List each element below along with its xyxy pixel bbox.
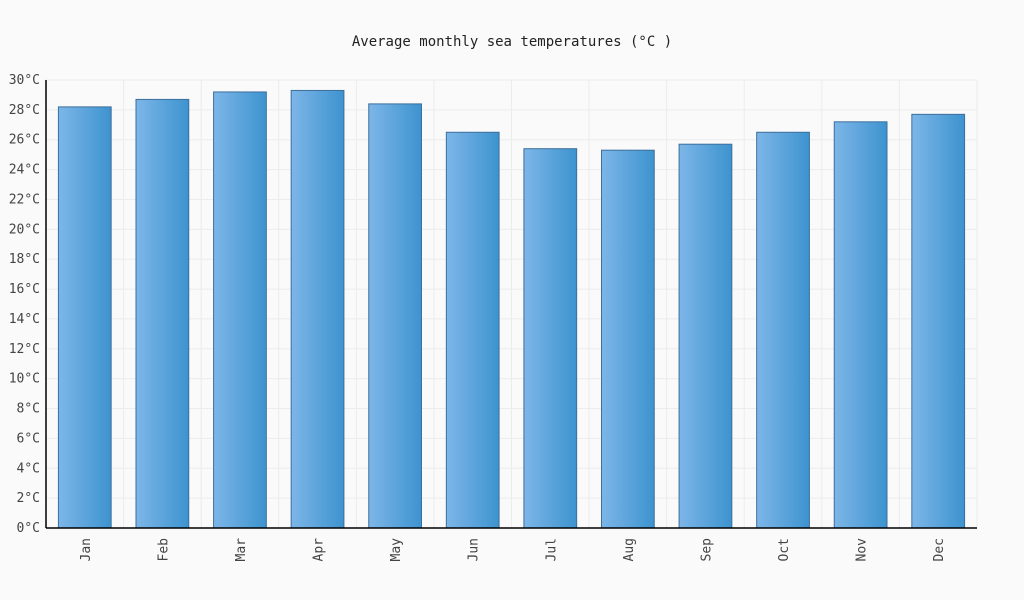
bar-may	[368, 103, 423, 529]
x-tick-label: Aug	[622, 538, 637, 561]
y-tick-labels: 0°C 2°C 4°C 6°C 8°C 10°C 12°C 14°C 16°C 18°C 20°C 2…	[9, 73, 40, 536]
bar-dec	[911, 113, 966, 529]
bar-jul	[523, 148, 578, 529]
bar-aug	[600, 149, 655, 529]
x-tick-label: Sep	[699, 538, 714, 562]
y-tick-label: 12°C	[9, 342, 40, 357]
x-tick-label: Apr	[312, 538, 327, 562]
bar-jun	[445, 131, 500, 529]
bars	[57, 89, 966, 529]
y-tick-label: 22°C	[9, 192, 40, 207]
x-tick-label: Mar	[234, 538, 249, 562]
bar-apr	[290, 89, 345, 529]
bar-mar	[213, 91, 267, 529]
y-tick-label: 20°C	[9, 222, 40, 237]
y-tick-label: 26°C	[9, 133, 40, 148]
x-tick-label: Oct	[777, 538, 792, 561]
x-tick-label: Feb	[156, 538, 171, 562]
y-tick-label: 18°C	[9, 252, 40, 267]
y-tick-label: 6°C	[17, 431, 40, 446]
x-tick-label: Jun	[467, 538, 482, 561]
y-tick-label: 16°C	[9, 282, 40, 297]
x-tick-labels: Jan Feb Mar Apr May Jun Jul Aug Sep Oct Nov Dec	[79, 538, 947, 562]
bar-sep	[678, 143, 733, 529]
bar-nov	[833, 121, 888, 529]
x-tick-label: Nov	[855, 538, 870, 562]
x-tick-label: Jan	[79, 538, 94, 561]
x-tick-label: May	[389, 538, 404, 562]
y-tick-label: 28°C	[9, 103, 40, 118]
y-tick-label: 8°C	[17, 402, 40, 417]
x-tick-label: Dec	[932, 538, 947, 561]
y-tick-label: 0°C	[17, 521, 40, 536]
y-tick-label: 10°C	[9, 372, 40, 387]
bar-oct	[756, 131, 810, 529]
y-tick-label: 24°C	[9, 163, 40, 178]
bar-feb	[135, 98, 190, 529]
bar-jan	[57, 106, 112, 529]
x-tick-label: Jul	[544, 538, 559, 561]
y-tick-label: 14°C	[9, 312, 40, 327]
y-tick-label: 2°C	[17, 491, 40, 506]
y-tick-label: 4°C	[17, 461, 40, 476]
y-tick-label: 30°C	[9, 73, 40, 88]
chart-title: Average monthly sea temperatures (°C )	[352, 34, 672, 50]
grid-lines	[45, 79, 978, 529]
axes	[45, 80, 977, 529]
